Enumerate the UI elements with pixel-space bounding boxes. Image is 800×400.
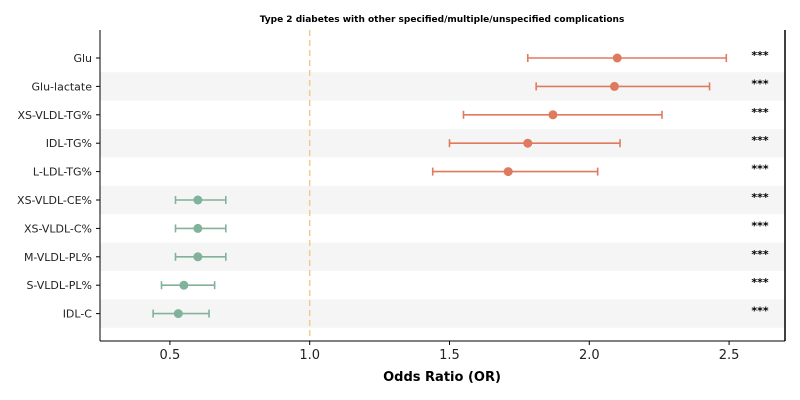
row-label: XS-VLDL-C% <box>24 222 92 235</box>
or-point <box>193 195 203 205</box>
x-tick-label: 0.5 <box>160 348 181 363</box>
row-xs-vldl-tg-: XS-VLDL-TG% *** <box>17 106 768 122</box>
or-point <box>612 53 622 63</box>
row-xs-vldl-ce-: XS-VLDL-CE% *** <box>17 191 769 207</box>
x-tick-label: 2.5 <box>719 348 740 363</box>
significance-label: *** <box>751 77 769 90</box>
or-point <box>609 81 619 91</box>
x-axis-ticks: 0.5 1.0 1.5 2.0 2.5 <box>160 341 740 363</box>
row-label: L-LDL-TG% <box>33 166 92 179</box>
or-point <box>179 280 189 290</box>
row-label: Glu <box>73 52 92 65</box>
row-label: XS-VLDL-CE% <box>17 194 92 207</box>
significance-label: *** <box>751 305 769 318</box>
row-glu: Glu *** <box>73 49 768 65</box>
or-point <box>193 252 203 262</box>
significance-label: *** <box>751 219 769 232</box>
row-idl-c: IDL-C *** <box>63 305 769 321</box>
significance-label: *** <box>751 49 769 62</box>
row-glu-lactate: Glu-lactate *** <box>32 77 769 93</box>
row-shading <box>100 72 785 328</box>
significance-label: *** <box>751 163 769 176</box>
row-s-vldl-pl-: S-VLDL-PL% *** <box>26 276 768 292</box>
x-axis-label: Odds Ratio (OR) <box>383 370 501 385</box>
significance-label: *** <box>751 248 769 261</box>
row-label: M-VLDL-PL% <box>24 251 92 264</box>
row-label: IDL-C <box>63 308 93 321</box>
or-point <box>503 167 513 177</box>
or-point <box>193 223 203 233</box>
significance-label: *** <box>751 276 769 289</box>
x-tick-label: 1.5 <box>439 348 460 363</box>
row-label: IDL-TG% <box>46 137 92 150</box>
significance-label: *** <box>751 106 769 119</box>
row-l-ldl-tg-: L-LDL-TG% *** <box>33 163 769 179</box>
significance-label: *** <box>751 191 769 204</box>
row-xs-vldl-c-: XS-VLDL-C% *** <box>24 219 769 235</box>
significance-label: *** <box>751 134 769 147</box>
chart-title: Type 2 diabetes with other specified/mul… <box>260 15 625 25</box>
or-point <box>173 309 183 319</box>
x-tick-label: 2.0 <box>579 348 600 363</box>
x-tick-label: 1.0 <box>299 348 320 363</box>
row-m-vldl-pl-: M-VLDL-PL% *** <box>24 248 769 264</box>
data-rows: Glu ***Glu-lactate ***XS-VLDL-TG% ***IDL-TG… <box>17 49 769 321</box>
row-idl-tg-: IDL-TG% *** <box>46 134 769 150</box>
axes <box>96 30 786 342</box>
or-point <box>523 138 533 148</box>
row-label: XS-VLDL-TG% <box>17 109 92 122</box>
row-band <box>100 299 785 328</box>
row-label: S-VLDL-PL% <box>26 279 92 292</box>
row-label: Glu-lactate <box>32 80 93 93</box>
or-point <box>548 110 558 120</box>
row-band <box>100 129 785 158</box>
